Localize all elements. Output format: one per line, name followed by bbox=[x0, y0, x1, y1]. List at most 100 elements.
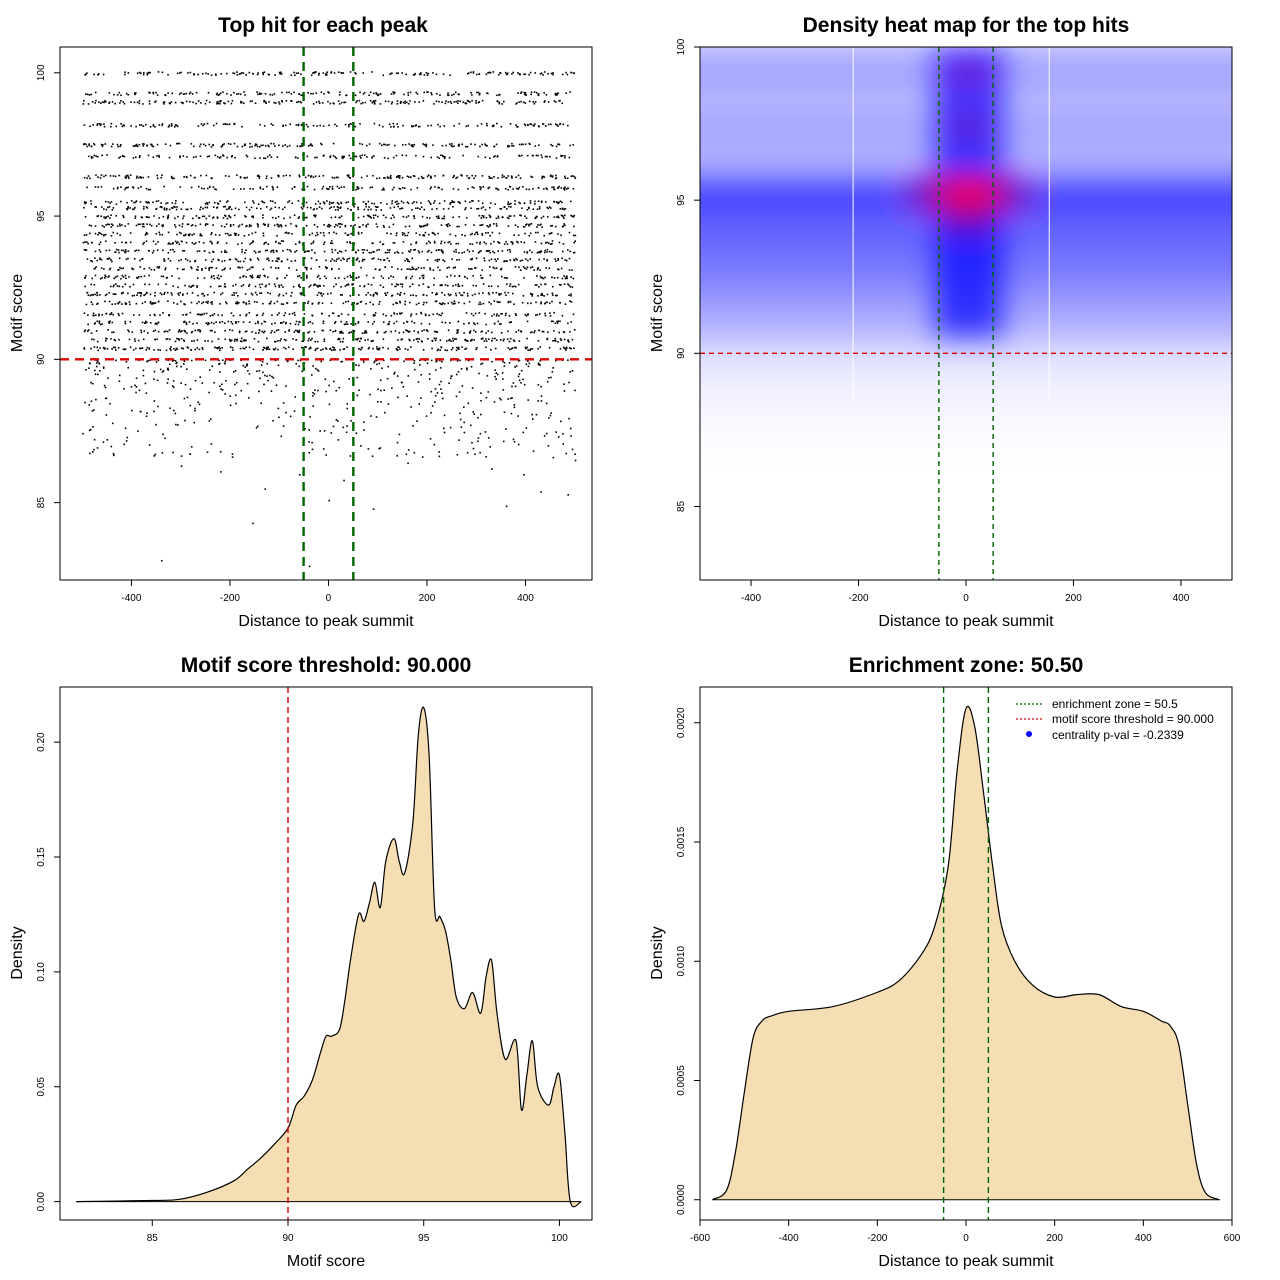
data-point bbox=[316, 207, 318, 210]
data-point bbox=[183, 397, 186, 400]
data-point bbox=[397, 205, 399, 208]
data-point bbox=[198, 185, 200, 188]
data-point bbox=[176, 348, 179, 351]
data-point bbox=[411, 268, 414, 271]
data-point bbox=[251, 266, 254, 269]
data-point bbox=[338, 223, 340, 225]
data-point bbox=[263, 374, 266, 377]
density-curve bbox=[712, 705, 1220, 1201]
data-point bbox=[174, 349, 177, 352]
data-point bbox=[355, 155, 358, 158]
data-point bbox=[301, 143, 303, 145]
data-point bbox=[338, 315, 340, 317]
data-point bbox=[153, 400, 156, 402]
data-point bbox=[570, 175, 573, 178]
data-point bbox=[138, 276, 140, 278]
data-point bbox=[574, 453, 576, 456]
data-point bbox=[393, 125, 395, 128]
data-point bbox=[163, 331, 166, 333]
data-point bbox=[224, 249, 226, 252]
data-point bbox=[458, 225, 460, 228]
data-point bbox=[455, 294, 458, 297]
data-point bbox=[338, 94, 341, 96]
data-point bbox=[423, 74, 426, 76]
data-point bbox=[124, 303, 127, 305]
data-point bbox=[561, 250, 564, 253]
data-point bbox=[160, 559, 163, 562]
data-point bbox=[93, 448, 95, 451]
data-point bbox=[309, 347, 312, 349]
data-point bbox=[310, 92, 312, 95]
data-point bbox=[136, 72, 139, 75]
data-point bbox=[528, 188, 531, 191]
data-point bbox=[505, 73, 508, 76]
data-point bbox=[109, 402, 111, 405]
data-point bbox=[508, 362, 511, 364]
x-tick-label: -600 bbox=[690, 1233, 710, 1244]
data-point bbox=[234, 369, 237, 372]
data-point bbox=[436, 258, 439, 261]
data-point bbox=[202, 143, 205, 146]
data-point bbox=[313, 284, 315, 287]
data-point bbox=[550, 225, 552, 227]
data-point bbox=[149, 300, 152, 303]
data-point bbox=[295, 72, 298, 75]
data-point bbox=[443, 125, 445, 127]
data-point bbox=[114, 276, 117, 278]
data-point bbox=[568, 341, 570, 343]
data-point bbox=[257, 203, 260, 205]
data-point bbox=[359, 155, 361, 157]
data-point bbox=[477, 416, 479, 419]
y-tick-label: 90 bbox=[36, 353, 47, 365]
data-point bbox=[263, 125, 266, 127]
data-point bbox=[345, 321, 348, 323]
data-point bbox=[455, 100, 458, 103]
data-point bbox=[383, 143, 385, 146]
data-point bbox=[229, 216, 232, 219]
data-point bbox=[508, 321, 511, 324]
data-point bbox=[196, 285, 198, 287]
data-point bbox=[429, 203, 432, 206]
data-point bbox=[327, 224, 330, 226]
data-point bbox=[245, 303, 248, 306]
data-point bbox=[292, 348, 294, 351]
data-point bbox=[334, 216, 337, 218]
legend-swatch-pval bbox=[1026, 731, 1032, 737]
data-point bbox=[184, 284, 186, 287]
data-point bbox=[122, 267, 125, 270]
data-point bbox=[480, 413, 482, 416]
data-point bbox=[143, 275, 146, 277]
data-point bbox=[232, 224, 235, 226]
data-point bbox=[218, 102, 221, 105]
data-point bbox=[156, 143, 159, 146]
data-point bbox=[401, 186, 404, 189]
data-point bbox=[174, 206, 176, 208]
data-point bbox=[256, 223, 259, 225]
data-point bbox=[305, 346, 307, 348]
data-point bbox=[369, 215, 372, 218]
data-point bbox=[216, 216, 219, 218]
data-point bbox=[459, 202, 461, 204]
data-point bbox=[126, 201, 129, 204]
data-point bbox=[165, 277, 168, 279]
data-point bbox=[295, 249, 298, 252]
data-point bbox=[368, 206, 370, 208]
data-point bbox=[122, 155, 124, 157]
data-point bbox=[324, 347, 327, 349]
data-point bbox=[388, 123, 391, 126]
data-point bbox=[471, 100, 473, 102]
data-point bbox=[549, 232, 552, 235]
data-point bbox=[112, 285, 115, 288]
data-point bbox=[110, 214, 112, 216]
data-point bbox=[552, 72, 554, 74]
data-point bbox=[102, 73, 105, 76]
data-point bbox=[208, 322, 210, 325]
data-point bbox=[182, 339, 185, 341]
data-point bbox=[520, 91, 523, 93]
data-point bbox=[548, 232, 551, 235]
data-point bbox=[465, 125, 468, 128]
data-point bbox=[454, 266, 457, 269]
data-point bbox=[539, 346, 541, 348]
data-point bbox=[339, 223, 342, 225]
data-point bbox=[240, 100, 242, 103]
